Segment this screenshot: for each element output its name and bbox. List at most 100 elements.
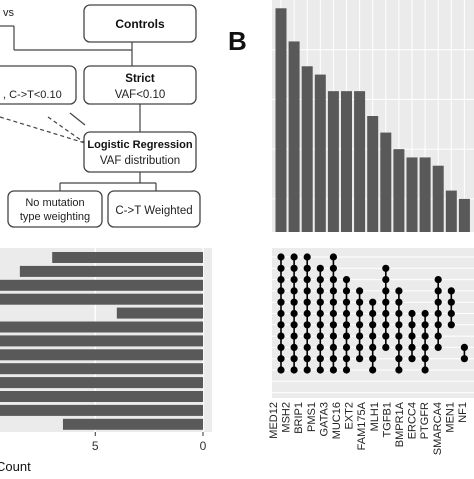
- set-name-label: GATA3: [318, 402, 330, 436]
- setsize-bar: [0, 404, 203, 416]
- setsize-bar: [52, 252, 203, 263]
- matrix-dot: [290, 276, 298, 284]
- setsize-x-axis-title: Count: [0, 459, 31, 474]
- matrix-dot: [382, 276, 390, 284]
- matrix-dot: [329, 298, 337, 306]
- logistic-regression-box: [83, 131, 197, 173]
- strict-subtitle: VAF<0.10: [115, 89, 166, 101]
- flowchart: Controls vs , C->T<0.10 Strict VAF<0.10 …: [0, 4, 201, 228]
- matrix-dot: [382, 264, 390, 272]
- matrix-dot: [329, 253, 337, 261]
- matrix-dot: [421, 332, 429, 340]
- matrix-dot: [303, 355, 311, 363]
- matrix-dot: [277, 287, 285, 295]
- matrix-dot: [421, 309, 429, 318]
- matrix-dot: [356, 287, 364, 295]
- set-name-label: TGFB1: [381, 402, 393, 437]
- matrix-dot: [329, 264, 337, 272]
- matrix-dot: [408, 321, 416, 329]
- strict-box: [83, 65, 197, 105]
- matrix-dot: [290, 253, 298, 261]
- matrix-dot: [277, 332, 285, 340]
- setsize-x-tick-label: 0: [200, 439, 207, 453]
- matrix-dot: [303, 332, 311, 340]
- matrix-dot: [356, 321, 364, 329]
- no-mutation-line1: No mutation: [25, 197, 84, 209]
- matrix-dot: [434, 287, 442, 295]
- set-name-label: MLH1: [369, 402, 381, 431]
- matrix-dot: [369, 355, 377, 363]
- matrix-dot: [369, 332, 377, 340]
- no-mutation-box: [7, 190, 103, 228]
- matrix-dot: [316, 298, 324, 306]
- left-filter-box: [0, 65, 77, 105]
- connector-line: [69, 112, 86, 126]
- matrix-dot: [434, 343, 442, 351]
- matrix-dot: [277, 276, 285, 284]
- matrix-dot: [356, 343, 364, 351]
- matrix-dot: [356, 298, 364, 306]
- intersection-bar: [445, 190, 457, 232]
- matrix-dot: [395, 332, 403, 340]
- matrix-dot: [303, 309, 311, 318]
- matrix-dot: [382, 343, 390, 351]
- matrix-dot: [303, 276, 311, 284]
- matrix-dot: [277, 355, 285, 363]
- matrix-dot: [303, 298, 311, 306]
- ct-weighted-label: C->T Weighted: [115, 205, 192, 217]
- matrix-dot: [395, 287, 403, 295]
- matrix-dot: [342, 298, 351, 306]
- matrix-dot: [316, 309, 324, 318]
- matrix-dot: [277, 343, 285, 351]
- strict-title: Strict: [125, 73, 155, 85]
- matrix-dot: [460, 355, 468, 363]
- intersection-bar: [288, 41, 300, 232]
- setsize-bar: [0, 335, 203, 347]
- matrix-dot: [329, 343, 337, 351]
- matrix-dot: [342, 332, 351, 340]
- setsize-bar: [0, 321, 203, 333]
- matrix-dot: [434, 276, 442, 284]
- set-name-label: ERCC4: [407, 402, 419, 439]
- intersection-bars: [275, 8, 470, 233]
- matrix-dot: [447, 287, 455, 295]
- matrix-dot: [316, 343, 324, 351]
- matrix-dot: [434, 309, 442, 318]
- matrix-dot: [290, 355, 298, 363]
- matrix-dot: [329, 321, 337, 329]
- matrix-dot: [316, 366, 324, 374]
- matrix-dot: [447, 321, 455, 329]
- matrix-dot: [342, 355, 351, 363]
- matrix-dot: [277, 321, 285, 329]
- matrix-dot: [316, 264, 324, 272]
- top-fragment-text: vs: [3, 7, 15, 19]
- set-name-label: MUC16: [331, 402, 343, 439]
- matrix-dot: [342, 366, 351, 374]
- matrix-dot: [303, 321, 311, 329]
- matrix-dot: [290, 366, 298, 374]
- matrix-dot: [342, 276, 351, 284]
- left-filter-label: , C->T<0.10: [3, 89, 62, 101]
- setsize-bar: [0, 363, 203, 375]
- controls-box: [83, 4, 197, 43]
- dashed-connector: [0, 116, 86, 144]
- matrix-dot: [329, 276, 337, 284]
- intersection-bar: [301, 66, 313, 233]
- matrix-dot: [329, 366, 337, 374]
- matrix-dot: [369, 309, 377, 318]
- matrix-dot: [329, 309, 337, 318]
- set-name-label: PTGFR: [419, 402, 431, 439]
- set-name-label: BRIP1: [293, 402, 305, 434]
- controls-label: Controls: [115, 17, 165, 31]
- matrix-dot: [421, 366, 429, 374]
- matrix-dot: [290, 264, 298, 272]
- matrix-dot: [342, 309, 351, 318]
- set-name-label: NF1: [457, 402, 469, 423]
- setsize-bar: [116, 307, 203, 319]
- panel-b-label: B: [228, 26, 247, 56]
- matrix-dot: [434, 321, 442, 329]
- matrix-dot: [395, 355, 403, 363]
- matrix-dot: [382, 332, 390, 340]
- matrix-dot: [356, 332, 364, 340]
